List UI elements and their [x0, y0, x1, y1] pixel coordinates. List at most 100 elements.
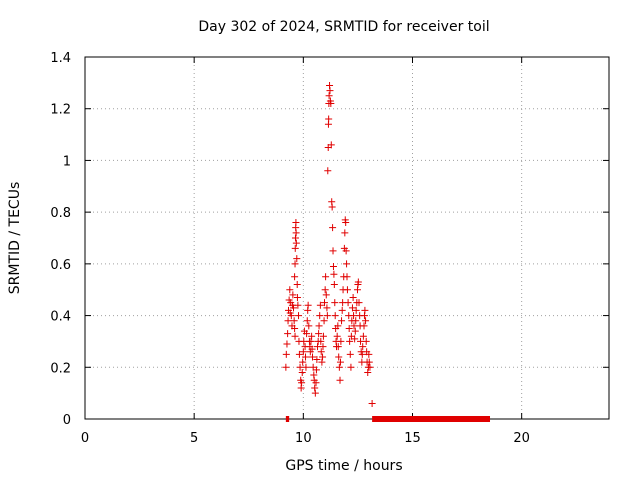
data-point [289, 291, 297, 299]
data-point [359, 332, 367, 340]
data-point [344, 299, 352, 307]
data-point [311, 389, 319, 397]
data-point [337, 337, 345, 345]
data-point [350, 312, 358, 320]
data-point [325, 92, 333, 100]
data-point [365, 358, 373, 366]
data-point [299, 348, 307, 356]
y-tick-label: 0.6 [50, 258, 71, 273]
grid-layer [85, 57, 609, 419]
data-point [294, 301, 302, 309]
coverage-layer [285, 416, 491, 422]
data-point [343, 273, 351, 281]
data-point [366, 363, 374, 371]
data-point [291, 234, 299, 242]
data-point [355, 299, 363, 307]
data-point [316, 301, 324, 309]
data-point [296, 363, 304, 371]
data-point [308, 332, 316, 340]
data-point [319, 343, 327, 351]
data-point [290, 304, 298, 312]
data-point [295, 312, 303, 320]
data-point [351, 335, 359, 343]
data-point [352, 317, 360, 325]
data-point [291, 260, 299, 268]
y-tick-label: 1 [63, 154, 71, 169]
data-point [329, 247, 337, 255]
data-point [322, 273, 330, 281]
y-axis-label: SRMTID / TECUs [7, 182, 23, 295]
axis-ticks: 0 0.2 0.4 0.6 0.8 1 1.2 1.4 0 5 10 15 20 [50, 51, 609, 446]
data-point [323, 312, 331, 320]
data-point [329, 224, 337, 232]
data-point [319, 353, 327, 361]
data-point [327, 100, 335, 108]
y-tick-label: 0.4 [50, 310, 71, 325]
data-point [302, 353, 310, 361]
data-point [350, 322, 358, 330]
data-point [341, 229, 349, 237]
data-point [302, 363, 310, 371]
y-tick-label: 0.8 [50, 206, 71, 221]
data-point [365, 350, 373, 358]
data-point [316, 312, 324, 320]
x-tick-label: 5 [190, 431, 198, 446]
y-tick-label: 1.2 [50, 103, 71, 118]
data-point [312, 366, 320, 374]
data-point [284, 317, 292, 325]
data-point [364, 368, 372, 376]
data-point [330, 270, 338, 278]
data-point [319, 332, 327, 340]
data-point [351, 327, 359, 335]
data-point [327, 141, 335, 149]
data-point [322, 291, 330, 299]
x-tick-label: 0 [81, 431, 89, 446]
data-point [318, 358, 326, 366]
data-point [291, 244, 299, 252]
x-tick-label: 20 [513, 431, 530, 446]
data-point [326, 87, 334, 95]
data-point [362, 337, 370, 345]
data-point [311, 384, 319, 392]
data-point [361, 306, 369, 314]
coverage-bar [372, 416, 491, 422]
data-point [298, 368, 306, 376]
x-tick-label: 15 [404, 431, 421, 446]
data-point [283, 340, 291, 348]
data-point [335, 363, 343, 371]
data-point [282, 350, 290, 358]
data-point [317, 337, 325, 345]
data-point [333, 332, 341, 340]
data-point [308, 345, 316, 353]
data-point [313, 356, 321, 364]
data-point [342, 247, 350, 255]
data-point [346, 350, 354, 358]
data-point [334, 322, 342, 330]
y-tick-label: 1.4 [50, 51, 71, 66]
data-point [298, 379, 306, 387]
coverage-bar [285, 416, 290, 422]
data-point [312, 379, 320, 387]
y-tick-label: 0.2 [50, 361, 71, 376]
data-point [334, 343, 342, 351]
data-point [303, 330, 311, 338]
data-point [336, 376, 344, 384]
data-point [345, 325, 353, 332]
data-point [368, 399, 376, 407]
data-point [295, 350, 303, 358]
data-point [362, 317, 370, 325]
data-point [282, 363, 290, 371]
y-tick-label: 0 [63, 413, 71, 428]
chart-title: Day 302 of 2024, SRMTID for receiver toi… [198, 19, 489, 35]
data-point [349, 293, 357, 301]
data-point [335, 353, 343, 361]
data-point [293, 293, 301, 301]
data-point [321, 299, 329, 307]
data-point [325, 115, 333, 123]
data-point [293, 255, 301, 263]
data-point [338, 317, 346, 325]
data-point [291, 332, 299, 340]
data-point [309, 353, 317, 361]
x-tick-label: 10 [295, 431, 312, 446]
